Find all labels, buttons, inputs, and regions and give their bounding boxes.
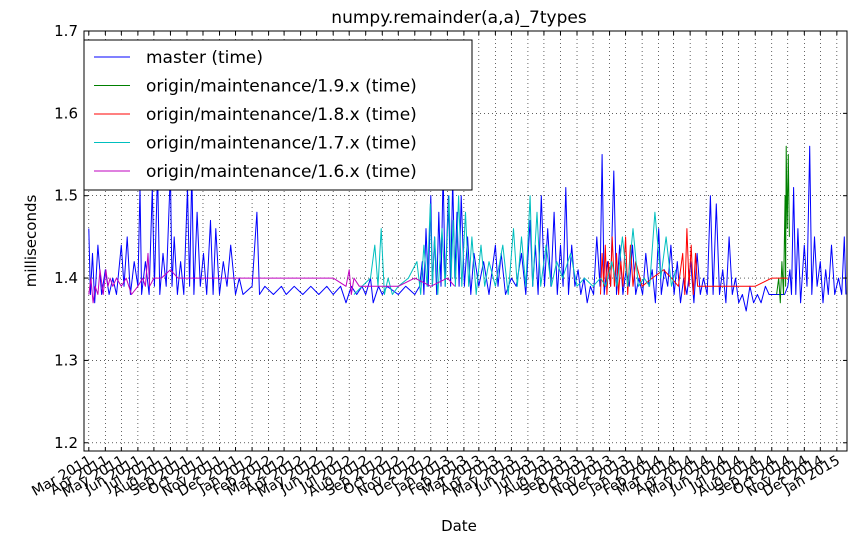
y-tick-label: 1.5 (54, 187, 78, 205)
y-tick-label: 1.2 (54, 434, 78, 452)
legend-label: origin/maintenance/1.9.x (time) (146, 77, 417, 97)
series-layer (88, 145, 847, 312)
legend: master (time) origin/maintenance/1.9.x (t… (83, 39, 473, 191)
legend-label: origin/maintenance/1.6.x (time) (146, 162, 417, 182)
y-tick-label: 1.4 (54, 269, 78, 287)
series-line (600, 228, 788, 295)
series-line (88, 252, 456, 304)
y-tick-label: 1.6 (54, 104, 78, 122)
legend-label: origin/maintenance/1.7.x (time) (146, 134, 417, 154)
legend-label: master (time) (146, 48, 263, 68)
series-line (353, 195, 677, 295)
x-axis-label: Date (441, 517, 477, 535)
y-axis-label: milliseconds (22, 195, 40, 288)
y-axis: 1.2 1.3 1.4 1.5 1.6 1.7 (54, 22, 847, 452)
chart-title: numpy.remainder(a,a)_7types (331, 8, 587, 28)
legend-box (83, 39, 473, 191)
y-tick-label: 1.7 (54, 22, 78, 40)
y-tick-label: 1.3 (54, 351, 78, 369)
plot-frame (83, 30, 848, 452)
series-line (776, 145, 790, 304)
legend-label: origin/maintenance/1.8.x (time) (146, 105, 417, 125)
